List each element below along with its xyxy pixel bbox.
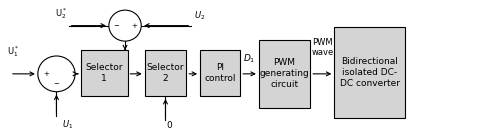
Text: $U_1$: $U_1$ xyxy=(62,118,74,131)
Text: $U_2$: $U_2$ xyxy=(194,9,205,22)
Text: 0: 0 xyxy=(166,122,172,130)
Text: U$_1^*$: U$_1^*$ xyxy=(8,44,20,59)
Text: Selector
1: Selector 1 xyxy=(86,63,123,83)
FancyBboxPatch shape xyxy=(81,50,128,96)
FancyBboxPatch shape xyxy=(334,27,406,118)
Text: PWM
generating
circuit: PWM generating circuit xyxy=(260,58,310,90)
Text: $D_1$: $D_1$ xyxy=(244,53,256,65)
Text: U$_2^*$: U$_2^*$ xyxy=(56,6,68,21)
Text: +: + xyxy=(44,71,49,77)
Text: −: − xyxy=(54,81,60,87)
Text: +: + xyxy=(131,23,137,29)
Ellipse shape xyxy=(38,56,75,92)
Text: −: − xyxy=(113,23,119,29)
Text: PI
control: PI control xyxy=(204,63,236,83)
Ellipse shape xyxy=(109,10,141,41)
Text: PWM
wave: PWM wave xyxy=(311,38,334,57)
Text: Selector
2: Selector 2 xyxy=(146,63,184,83)
Text: Bidirectional
isolated DC-
DC converter: Bidirectional isolated DC- DC converter xyxy=(340,57,400,88)
FancyBboxPatch shape xyxy=(200,50,240,96)
FancyBboxPatch shape xyxy=(144,50,186,96)
FancyBboxPatch shape xyxy=(259,40,310,108)
